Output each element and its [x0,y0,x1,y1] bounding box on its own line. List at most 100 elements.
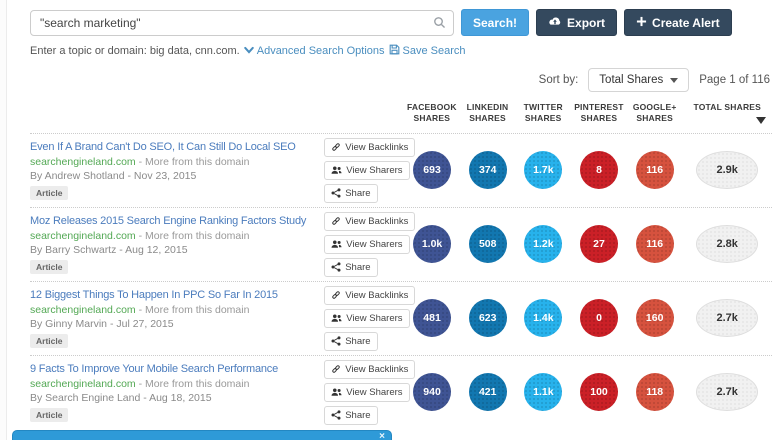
result-title-link[interactable]: 9 Facts To Improve Your Mobile Search Pe… [30,362,279,375]
result-domain-link[interactable]: searchengineland.com [30,303,136,316]
pinterest-shares-count: 27 [580,225,619,264]
pinterest-shares-count: 8 [580,151,619,190]
share-icon [331,410,341,421]
result-row: 9 Facts To Improve Your Mobile Search Pe… [30,354,772,429]
facebook-shares-count: 693 [413,151,452,190]
cloud-export-icon [548,16,562,30]
share-label: Share [345,409,371,421]
share-label: Share [345,187,371,199]
export-button[interactable]: Export [536,9,618,36]
share-button[interactable]: Share [324,331,378,351]
content-type-badge: Article [30,333,69,348]
link-icon [331,142,341,152]
view-backlinks-button[interactable]: View Backlinks [324,211,416,231]
search-hints: Enter a topic or domain: big data, cnn.c… [30,44,772,58]
close-icon[interactable]: × [379,431,385,440]
share-icon [331,188,341,199]
result-title-link[interactable]: Moz Releases 2015 Search Engine Ranking … [30,214,307,227]
result-row: 12 Biggest Things To Happen In PPC So Fa… [30,280,772,355]
result-byline: By Ginny Marvin - Jul 27, 2015 [30,317,174,330]
result-domain-link[interactable]: searchengineland.com [30,377,136,390]
sort-dropdown-value: Total Shares [599,74,664,86]
search-bar: Search! Export Create Alert [30,9,772,36]
search-input-wrap [30,9,454,36]
view-backlinks-label: View Backlinks [345,215,409,227]
content-type-badge: Article [30,259,69,274]
result-info: 12 Biggest Things To Happen In PPC So Fa… [30,288,324,349]
share-button[interactable]: Share [324,405,378,425]
column-header-total-shares-label: TOTAL SHARES [693,102,762,112]
column-header-twitter: TWITTER SHARES [523,102,563,124]
more-from-domain-link[interactable]: - More from this domain [138,303,250,316]
total-shares-count: 2.8k [696,225,759,264]
result-title-link[interactable]: 12 Biggest Things To Happen In PPC So Fa… [30,288,278,301]
pinterest-shares-count: 100 [580,373,619,412]
twitter-shares-count: 1.1k [524,373,563,412]
view-sharers-label: View Sharers [346,238,403,250]
column-header-facebook: FACEBOOK SHARES [406,102,457,124]
total-shares-count: 2.7k [696,299,759,338]
result-info: Moz Releases 2015 Search Engine Ranking … [30,214,324,275]
page-indicator: Page 1 of 116 [699,74,770,86]
view-backlinks-button[interactable]: View Backlinks [324,285,416,305]
column-header-total-shares[interactable]: TOTAL SHARES [683,102,773,125]
share-label: Share [345,335,371,347]
view-backlinks-label: View Backlinks [345,289,409,301]
linkedin-shares-count: 421 [468,373,507,412]
twitter-shares-count: 1.4k [524,299,563,338]
facebook-shares-count: 1.0k [413,225,452,264]
share-label: Share [345,261,371,273]
twitter-shares-count: 1.2k [524,225,563,264]
advanced-search-options-label: Advanced Search Options [256,45,385,57]
sort-dropdown[interactable]: Total Shares [588,68,690,92]
googleplus-shares-count: 116 [635,151,674,190]
view-backlinks-button[interactable]: View Backlinks [324,137,416,157]
facebook-shares-count: 940 [413,373,452,412]
share-icon [331,336,341,347]
users-icon [331,165,342,175]
search-input[interactable] [30,9,454,36]
result-actions: View Backlinks View Sharers [324,211,416,277]
facebook-shares-count: 481 [413,299,452,338]
pinterest-shares-count: 0 [580,299,619,338]
link-icon [331,364,341,374]
view-sharers-label: View Sharers [346,312,403,324]
view-sharers-button[interactable]: View Sharers [324,160,410,180]
result-actions: View Backlinks View Sharers [324,285,416,351]
share-button[interactable]: Share [324,257,378,277]
view-sharers-button[interactable]: View Sharers [324,234,410,254]
result-info: Even If A Brand Can't Do SEO, It Can Sti… [30,140,324,201]
more-from-domain-link[interactable]: - More from this domain [138,229,250,242]
create-alert-button[interactable]: Create Alert [624,9,732,36]
result-row: Moz Releases 2015 Search Engine Ranking … [30,206,772,281]
advanced-search-options-link[interactable]: Advanced Search Options [243,45,385,57]
plus-icon [636,16,647,30]
result-domain-link[interactable]: searchengineland.com [30,155,136,168]
result-domain-link[interactable]: searchengineland.com [30,229,136,242]
column-header-linkedin: LINKEDIN SHARES [466,102,509,124]
view-backlinks-button[interactable]: View Backlinks [324,359,416,379]
view-backlinks-label: View Backlinks [345,141,409,153]
result-title-link[interactable]: Even If A Brand Can't Do SEO, It Can Sti… [30,140,296,153]
googleplus-shares-count: 118 [635,373,674,412]
result-info: 9 Facts To Improve Your Mobile Search Pe… [30,362,324,423]
view-sharers-button[interactable]: View Sharers [324,308,410,328]
page-left-edge [0,0,7,440]
more-from-domain-link[interactable]: - More from this domain [138,155,250,168]
search-button[interactable]: Search! [461,9,530,36]
result-byline: By Search Engine Land - Aug 18, 2015 [30,391,212,404]
twitter-shares-count: 1.7k [524,151,563,190]
save-search-link[interactable]: Save Search [389,44,466,58]
share-button[interactable]: Share [324,183,378,203]
create-alert-button-label: Create Alert [652,15,720,30]
table-header: FACEBOOK SHARES LINKEDIN SHARES TWITTER … [30,102,772,133]
search-hint-text: Enter a topic or domain: big data, cnn.c… [30,45,240,57]
save-icon [389,44,400,58]
googleplus-shares-count: 160 [635,299,674,338]
linkedin-shares-count: 623 [468,299,507,338]
more-from-domain-link[interactable]: - More from this domain [138,377,250,390]
result-row: Even If A Brand Can't Do SEO, It Can Sti… [30,132,772,207]
content-type-badge: Article [30,407,69,422]
link-icon [331,216,341,226]
view-sharers-button[interactable]: View Sharers [324,382,410,402]
